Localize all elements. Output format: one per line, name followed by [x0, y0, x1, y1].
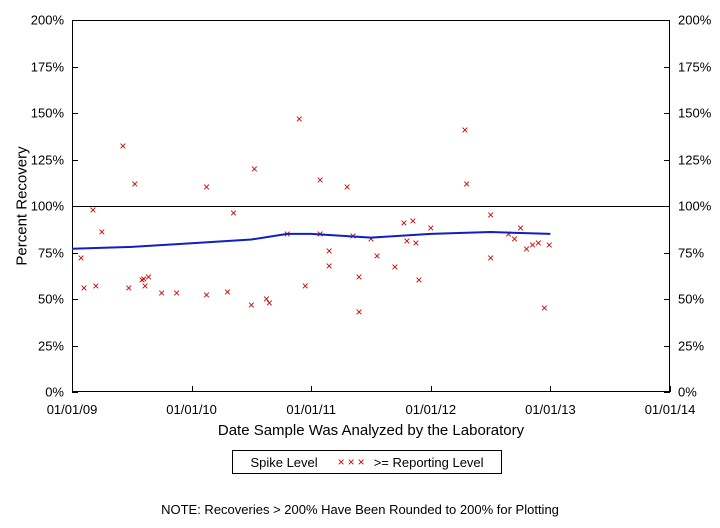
- y-tick-label-left: 50%: [38, 292, 64, 307]
- y-tick-mark-right: [664, 392, 670, 393]
- legend-item-reporting: ××× >= Reporting Level: [338, 455, 484, 470]
- y-tick-mark-right: [664, 299, 670, 300]
- x-tick-label: 01/01/11: [286, 402, 336, 417]
- y-tick-label-left: 25%: [38, 338, 64, 353]
- y-tick-mark-left: [72, 346, 78, 347]
- y-tick-label-right: 75%: [678, 245, 704, 260]
- x-tick-mark: [72, 386, 73, 392]
- legend-title: Spike Level: [250, 455, 317, 470]
- legend-title-text: Spike Level: [250, 455, 317, 470]
- x-tick-label: 01/01/10: [166, 402, 217, 417]
- y-tick-mark-left: [72, 113, 78, 114]
- y-tick-mark-right: [664, 346, 670, 347]
- y-tick-label-left: 0%: [45, 385, 64, 400]
- y-tick-label-right: 175%: [678, 59, 711, 74]
- x-tick-mark: [670, 386, 671, 392]
- y-tick-label-left: 175%: [31, 59, 64, 74]
- y-tick-label-left: 150%: [31, 106, 64, 121]
- footnote: NOTE: Recoveries > 200% Have Been Rounde…: [161, 502, 559, 517]
- y-tick-label-right: 25%: [678, 338, 704, 353]
- x-tick-label: 01/01/12: [405, 402, 456, 417]
- x-tick-label: 01/01/14: [645, 402, 696, 417]
- y-tick-mark-left: [72, 20, 78, 21]
- y-tick-label-right: 100%: [678, 199, 711, 214]
- y-tick-label-left: 125%: [31, 152, 64, 167]
- y-tick-label-left: 75%: [38, 245, 64, 260]
- y-tick-label-left: 200%: [31, 13, 64, 28]
- y-tick-mark-right: [664, 160, 670, 161]
- x-tick-mark: [311, 386, 312, 392]
- legend-item-label: >= Reporting Level: [374, 455, 484, 470]
- chart-container: Percent Recovery Date Sample Was Analyze…: [0, 0, 720, 528]
- y-tick-mark-left: [72, 67, 78, 68]
- x-axis-title: Date Sample Was Analyzed by the Laborato…: [218, 422, 524, 439]
- y-tick-mark-right: [664, 67, 670, 68]
- x-tick-label: 01/01/13: [525, 402, 576, 417]
- y-axis-title: Percent Recovery: [14, 146, 31, 265]
- y-tick-mark-left: [72, 253, 78, 254]
- y-tick-label-right: 50%: [678, 292, 704, 307]
- y-tick-label-left: 100%: [31, 199, 64, 214]
- y-tick-mark-right: [664, 20, 670, 21]
- x-tick-label: 01/01/09: [47, 402, 98, 417]
- x-tick-mark: [431, 386, 432, 392]
- reference-line-100: [72, 206, 670, 207]
- y-tick-mark-right: [664, 113, 670, 114]
- y-tick-mark-left: [72, 160, 78, 161]
- x-tick-mark: [192, 386, 193, 392]
- y-tick-label-right: 200%: [678, 13, 711, 28]
- y-tick-mark-right: [664, 253, 670, 254]
- y-tick-label-right: 0%: [678, 385, 697, 400]
- legend-box: Spike Level ××× >= Reporting Level: [232, 450, 502, 474]
- y-tick-label-right: 125%: [678, 152, 711, 167]
- y-tick-label-right: 150%: [678, 106, 711, 121]
- x-tick-mark: [550, 386, 551, 392]
- y-tick-mark-left: [72, 299, 78, 300]
- legend-marker-icon: ×××: [338, 455, 368, 469]
- y-tick-mark-left: [72, 392, 78, 393]
